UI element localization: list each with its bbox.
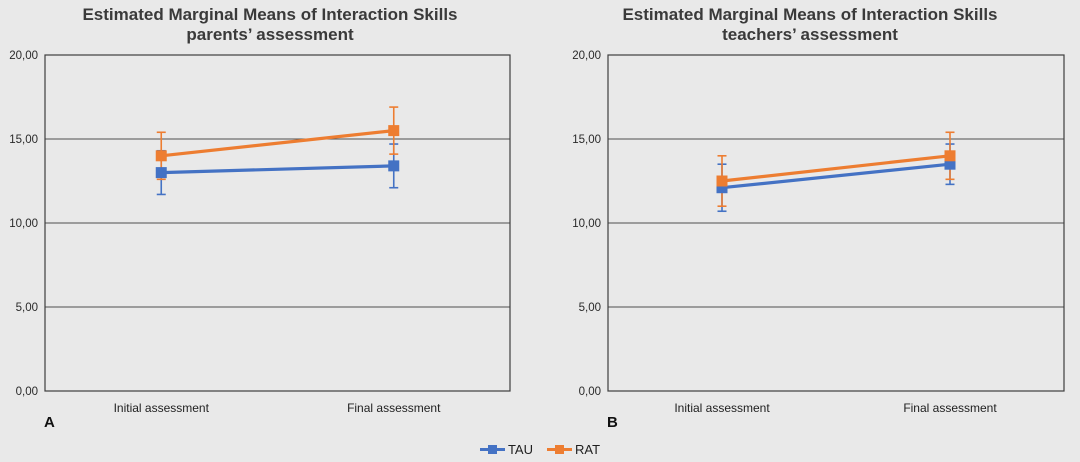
series-line-tau xyxy=(721,162,951,190)
chart-svg-parents: 0,00 5,00 10,00 15,00 20,00 Initial assessmen… xyxy=(9,50,511,431)
x-category-label: Initial assessment xyxy=(674,401,770,415)
y-tick-label: 0,00 xyxy=(16,386,38,398)
legend-label-tau: TAU xyxy=(507,441,533,457)
chart-title-line2: parents’ assessment xyxy=(186,25,354,44)
tau-square-marker-icon xyxy=(487,444,497,454)
chart-title-line1: Estimated Marginal Means of Interaction … xyxy=(82,5,458,24)
y-tick-label: 5,00 xyxy=(16,302,38,314)
marker-tau xyxy=(944,158,956,170)
y-tick-label: 10,00 xyxy=(9,218,38,230)
y-tick-label: 5,00 xyxy=(579,302,601,314)
marker-tau xyxy=(388,160,400,172)
chart-title-line1: Estimated Marginal Means of Interaction … xyxy=(622,5,998,24)
legend-item-tau: TAU xyxy=(479,441,533,457)
plot-border xyxy=(44,54,511,392)
x-category-label: Final assessment xyxy=(903,401,997,415)
plot-area: 0,00 5,00 10,00 15,00 20,00 Initial assessmen… xyxy=(9,50,511,431)
chart-panel-parents: Estimated Marginal Means of Interaction … xyxy=(0,0,540,437)
legend: TAU RAT xyxy=(0,437,1080,461)
chart-panel-teachers: Estimated Marginal Means of Interaction … xyxy=(540,0,1080,437)
chart-title-parents: Estimated Marginal Means of Interaction … xyxy=(0,0,540,46)
rat-square-marker-icon xyxy=(555,444,564,454)
series-line-rat xyxy=(721,154,951,183)
series-line-rat xyxy=(161,129,394,158)
y-tick-label: 20,00 xyxy=(9,50,38,62)
panel-letter: A xyxy=(44,414,55,431)
rat-line-marker-icon xyxy=(547,444,572,455)
chart-title-line2: teachers’ assessment xyxy=(722,25,898,44)
marker-rat xyxy=(155,150,167,162)
y-tick-label: 20,00 xyxy=(572,50,601,62)
panel-letter: B xyxy=(607,414,618,431)
y-tick-label: 15,00 xyxy=(9,134,38,146)
legend-label-rat: RAT xyxy=(575,441,601,457)
marker-rat xyxy=(944,150,956,162)
series-line-tau xyxy=(161,164,394,175)
plot-border xyxy=(607,54,1065,392)
tau-line-marker-icon xyxy=(479,444,505,455)
y-tick-label: 10,00 xyxy=(572,218,601,230)
legend-item-rat: RAT xyxy=(547,442,600,457)
x-category-label: Initial assessment xyxy=(114,401,210,415)
charts-row: Estimated Marginal Means of Interaction … xyxy=(0,0,1080,437)
chart-title-teachers: Estimated Marginal Means of Interaction … xyxy=(540,0,1080,46)
marker-rat xyxy=(716,175,728,187)
marker-tau xyxy=(155,167,167,179)
plot-area: 0,00 5,00 10,00 15,00 20,00 Initial assessmen… xyxy=(572,50,1065,431)
chart-svg-teachers: 0,00 5,00 10,00 15,00 20,00 Initial assessmen… xyxy=(572,50,1065,431)
marker-tau xyxy=(716,182,728,194)
y-tick-label: 0,00 xyxy=(579,386,601,398)
y-tick-label: 15,00 xyxy=(572,134,601,146)
marker-rat xyxy=(388,125,400,137)
x-category-label: Final assessment xyxy=(347,401,441,415)
